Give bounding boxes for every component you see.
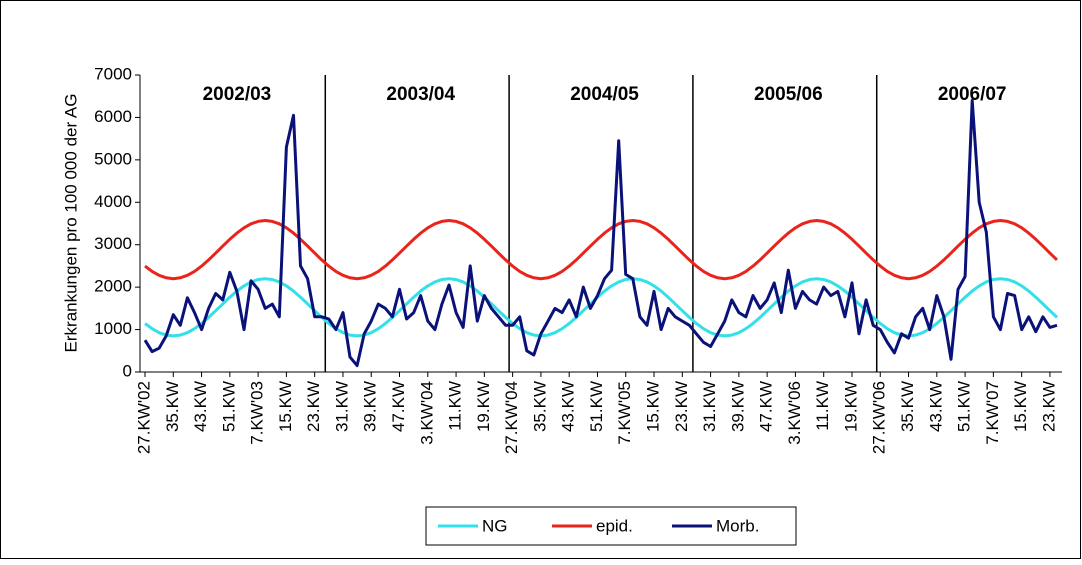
x-tick-label: 19.KW	[841, 381, 860, 432]
x-tick-label: 7.KW'07	[983, 381, 1002, 445]
x-tick-label: 31.KW	[700, 381, 719, 432]
series-line	[144, 219, 1059, 281]
y-tick-label: 2000	[94, 277, 132, 296]
x-tick-label: 3.KW'04	[417, 381, 436, 445]
x-tick-label: 43.KW	[926, 381, 945, 432]
series-line	[143, 99, 1058, 368]
x-tick-label: 27.KW'06	[870, 381, 889, 454]
x-tick-label: 23.KW	[304, 381, 323, 432]
x-tick-label: 39.KW	[361, 381, 380, 432]
x-tick-label: 39.KW	[728, 381, 747, 432]
x-tick-label: 31.KW	[332, 381, 351, 432]
season-label: 2005/06	[754, 84, 823, 105]
legend-label: Morb.	[716, 516, 759, 535]
y-tick-label: 1000	[94, 319, 132, 338]
x-tick-label: 3.KW'06	[785, 381, 804, 445]
x-tick-label: 51.KW	[955, 381, 974, 432]
x-tick-label: 35.KW	[898, 381, 917, 432]
legend-label: NG	[482, 516, 508, 535]
x-tick-label: 15.KW	[276, 381, 295, 432]
legend-box	[425, 506, 797, 546]
season-label: 2004/05	[570, 84, 639, 105]
x-tick-label: 7.KW'05	[615, 381, 634, 445]
x-tick-label: 47.KW	[757, 381, 776, 432]
x-tick-label: 11.KW	[813, 381, 832, 431]
x-tick-label: 27.KW'04	[502, 381, 521, 454]
season-label: 2006/07	[938, 84, 1007, 105]
x-tick-label: 47.KW	[389, 381, 408, 432]
x-tick-label: 43.KW	[559, 381, 578, 432]
x-tick-label: 19.KW	[474, 381, 493, 432]
x-tick-label: 35.KW	[530, 381, 549, 432]
x-tick-label: 35.KW	[163, 381, 182, 432]
y-axis-label: Erkrankungen pro 100 000 der AG	[61, 94, 80, 353]
season-label: 2002/03	[203, 84, 272, 105]
y-tick-label: 6000	[94, 107, 132, 126]
x-tick-label: 27.KW'02	[134, 381, 153, 454]
y-tick-label: 4000	[94, 192, 132, 211]
x-tick-label: 15.KW	[1011, 381, 1030, 432]
legend-label: epid.	[596, 516, 633, 535]
x-tick-label: 15.KW	[644, 381, 663, 432]
x-tick-label: 51.KW	[219, 381, 238, 432]
y-tick-label: 3000	[94, 234, 132, 253]
season-label: 2003/04	[386, 84, 455, 105]
x-tick-label: 23.KW	[1039, 381, 1058, 432]
x-tick-label: 23.KW	[672, 381, 691, 432]
x-tick-label: 11.KW	[446, 381, 465, 431]
y-tick-label: 5000	[94, 149, 132, 168]
y-tick-label: 0	[123, 361, 132, 380]
x-tick-label: 7.KW'03	[248, 381, 267, 445]
x-tick-label: 43.KW	[191, 381, 210, 432]
y-tick-label: 7000	[94, 64, 132, 83]
x-tick-label: 51.KW	[587, 381, 606, 432]
